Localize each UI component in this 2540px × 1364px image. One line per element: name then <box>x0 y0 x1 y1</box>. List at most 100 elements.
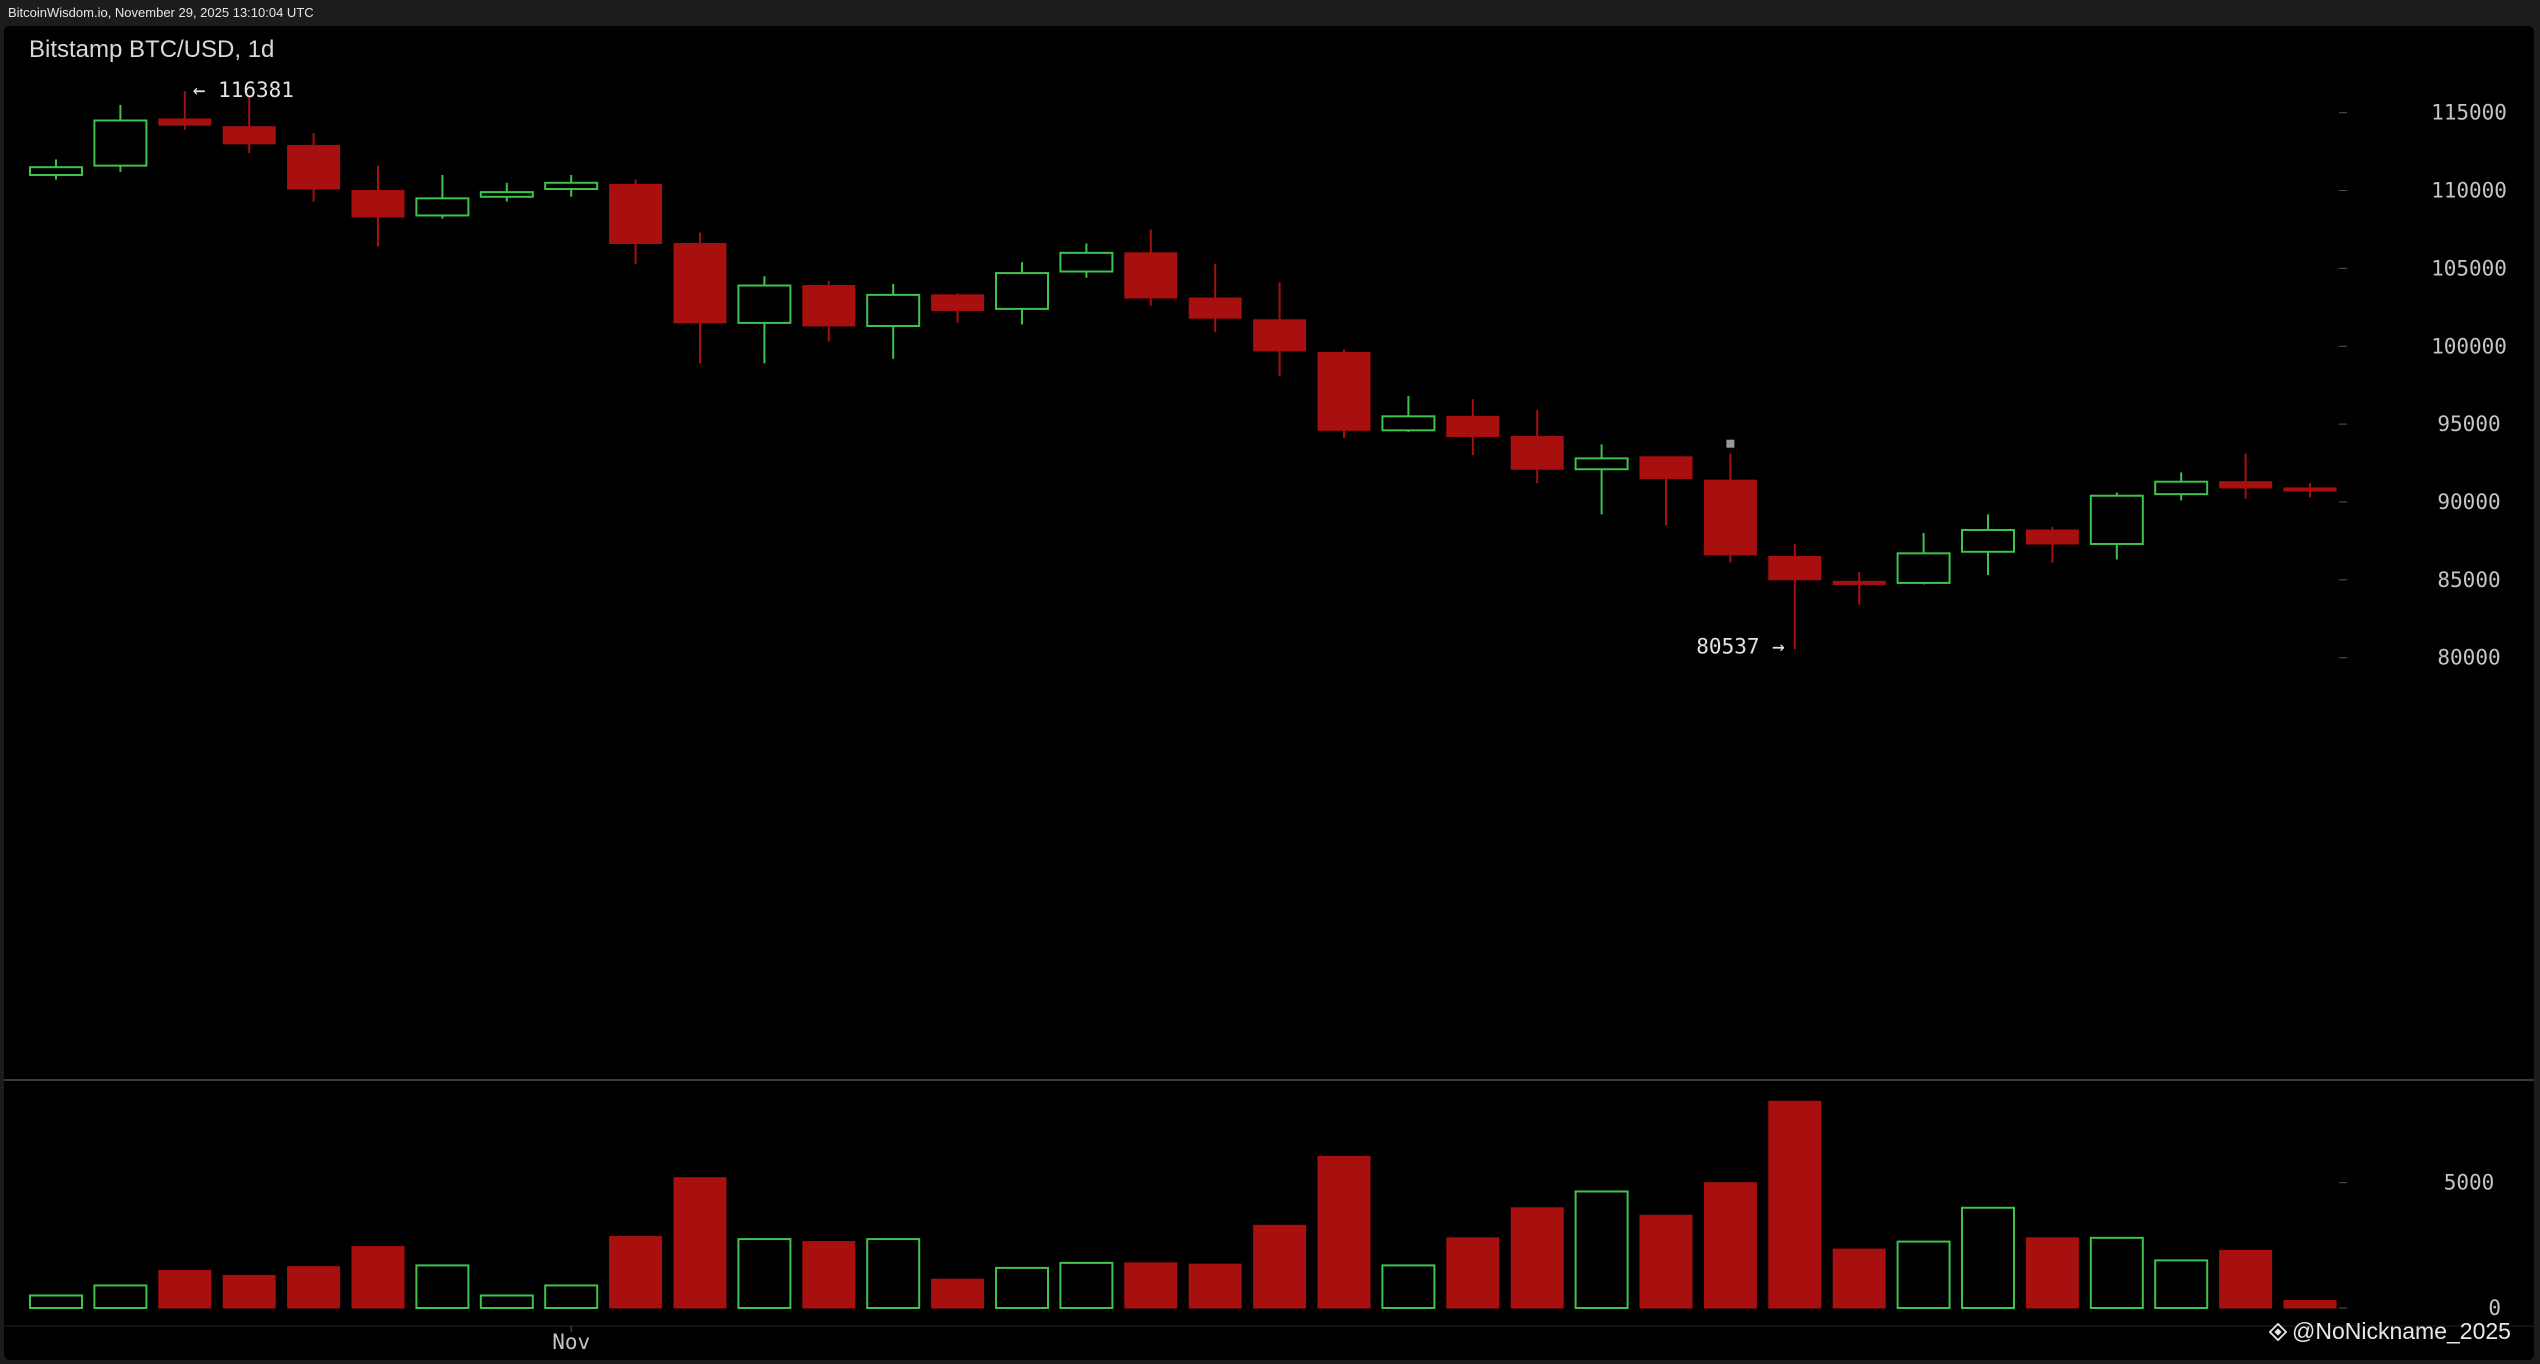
candle-body <box>1253 319 1307 352</box>
candle-down <box>1253 282 1307 376</box>
price-tick-label: 85000 <box>2437 568 2500 592</box>
volume-bar-down <box>2025 1237 2079 1309</box>
candle-up <box>1961 514 2015 576</box>
candle-body <box>802 285 856 327</box>
chart-title: Bitstamp BTC/USD, 1d <box>29 36 275 63</box>
candle-body <box>673 242 727 324</box>
candle-body <box>287 144 341 190</box>
candle-body <box>737 284 792 324</box>
candle-up <box>1381 396 1436 432</box>
candle-down <box>1317 349 1371 439</box>
candle-up <box>479 182 534 202</box>
volume-bar-up <box>1381 1264 1436 1309</box>
volume-bar-up <box>866 1238 921 1310</box>
volume-bar-up <box>1961 1206 2015 1309</box>
volume-bar-down <box>1317 1155 1371 1309</box>
candle-body <box>1768 555 1822 581</box>
candle-body <box>415 197 470 217</box>
candle-body <box>1317 351 1371 431</box>
candle-body <box>1961 528 2015 553</box>
candle-body <box>479 191 534 198</box>
volume-bar-up <box>1896 1240 1951 1309</box>
volume-bar-down <box>2219 1249 2273 1309</box>
candle-body <box>351 190 405 218</box>
volume-bar-up <box>544 1284 599 1310</box>
volume-bar-up <box>1574 1190 1629 1309</box>
candle-down <box>2025 526 2079 563</box>
price-tick-label: 90000 <box>2437 490 2500 514</box>
volume-bar-up <box>415 1264 470 1309</box>
high-price-annotation: ← 116381 <box>193 78 294 102</box>
candle-down <box>2219 453 2273 499</box>
price-volume-chart[interactable]: 80000 85000 90000 95000 100000 105000 110000 11… <box>4 26 2534 1360</box>
candle-down <box>351 165 405 247</box>
candle-down <box>1639 456 1693 526</box>
candle-body <box>2154 480 2209 496</box>
price-tick-label: 115000 <box>2431 101 2507 125</box>
candle-body <box>1832 580 1886 585</box>
volume-bar-down <box>158 1269 212 1309</box>
volume-bar-up <box>29 1294 83 1309</box>
candle-body <box>2219 481 2273 489</box>
candle-body <box>1703 479 1757 556</box>
volume-tick-label: 0 <box>2488 1296 2501 1320</box>
timestamp: BitcoinWisdom.io, November 29, 2025 13:1… <box>8 5 314 20</box>
volume-bar-down <box>1446 1237 1500 1309</box>
volume-bar-up <box>1059 1261 1114 1310</box>
price-annotations: ← 116381 80537 → <box>193 78 1785 658</box>
volume-bar-down <box>1768 1100 1822 1309</box>
candle-up <box>1574 444 1629 515</box>
candle-body <box>544 181 599 191</box>
candle-up <box>2154 472 2209 501</box>
candle-body <box>158 118 212 126</box>
volume-bar-down <box>673 1177 727 1309</box>
volume-series <box>29 1100 2337 1310</box>
diamond-logo-icon <box>2269 1323 2287 1341</box>
volume-bar-up <box>93 1284 148 1310</box>
candle-body <box>2025 529 2079 545</box>
candle-up <box>1059 243 1114 278</box>
volume-bar-down <box>931 1278 985 1309</box>
candle-body <box>222 126 276 145</box>
volume-bar-down <box>1253 1224 1307 1309</box>
volume-bar-down <box>609 1236 663 1309</box>
candle-body <box>1510 436 1564 470</box>
candle-down <box>1832 572 1886 605</box>
volume-bar-down <box>1832 1248 1886 1309</box>
candle-down <box>673 232 727 364</box>
candle-up <box>415 174 470 219</box>
candle-body <box>931 294 985 311</box>
candle-body <box>2089 494 2144 545</box>
price-axis: 80000 85000 90000 95000 100000 105000 110000 11… <box>2339 101 2507 670</box>
candle-body <box>1896 552 1951 584</box>
candle-up <box>866 283 921 359</box>
watermark: @NoNickname_2025 <box>2269 1318 2511 1345</box>
candle-up <box>737 276 792 364</box>
volume-bar-up <box>479 1294 534 1309</box>
candle-up <box>93 104 148 172</box>
candle-down <box>931 293 985 323</box>
time-axis: Nov <box>552 1326 590 1354</box>
candle-body <box>1188 297 1242 319</box>
chart-panel[interactable]: 80000 85000 90000 95000 100000 105000 110000 11… <box>4 26 2534 1360</box>
candle-down <box>1446 399 1500 456</box>
candle-down <box>1703 453 1757 563</box>
volume-bar-up <box>2089 1236 2144 1309</box>
candle-down <box>1768 543 1822 650</box>
price-tick-label: 105000 <box>2431 256 2507 280</box>
candle-down <box>1124 229 1178 306</box>
candle-body <box>93 119 148 167</box>
watermark-text: @NoNickname_2025 <box>2292 1318 2511 1344</box>
volume-bar-down <box>1510 1207 1564 1309</box>
volume-bar-down <box>802 1241 856 1309</box>
candle-down <box>609 179 663 264</box>
candle-body <box>1446 415 1500 438</box>
volume-bar-up <box>2154 1259 2209 1309</box>
volume-bar-down <box>1639 1214 1693 1309</box>
price-tick-label: 80000 <box>2437 646 2500 670</box>
candle-down <box>158 91 212 130</box>
volume-bar-down <box>222 1274 276 1309</box>
candle-down <box>2283 483 2337 498</box>
volume-bar-down <box>1703 1182 1757 1309</box>
candle-up <box>29 159 83 180</box>
